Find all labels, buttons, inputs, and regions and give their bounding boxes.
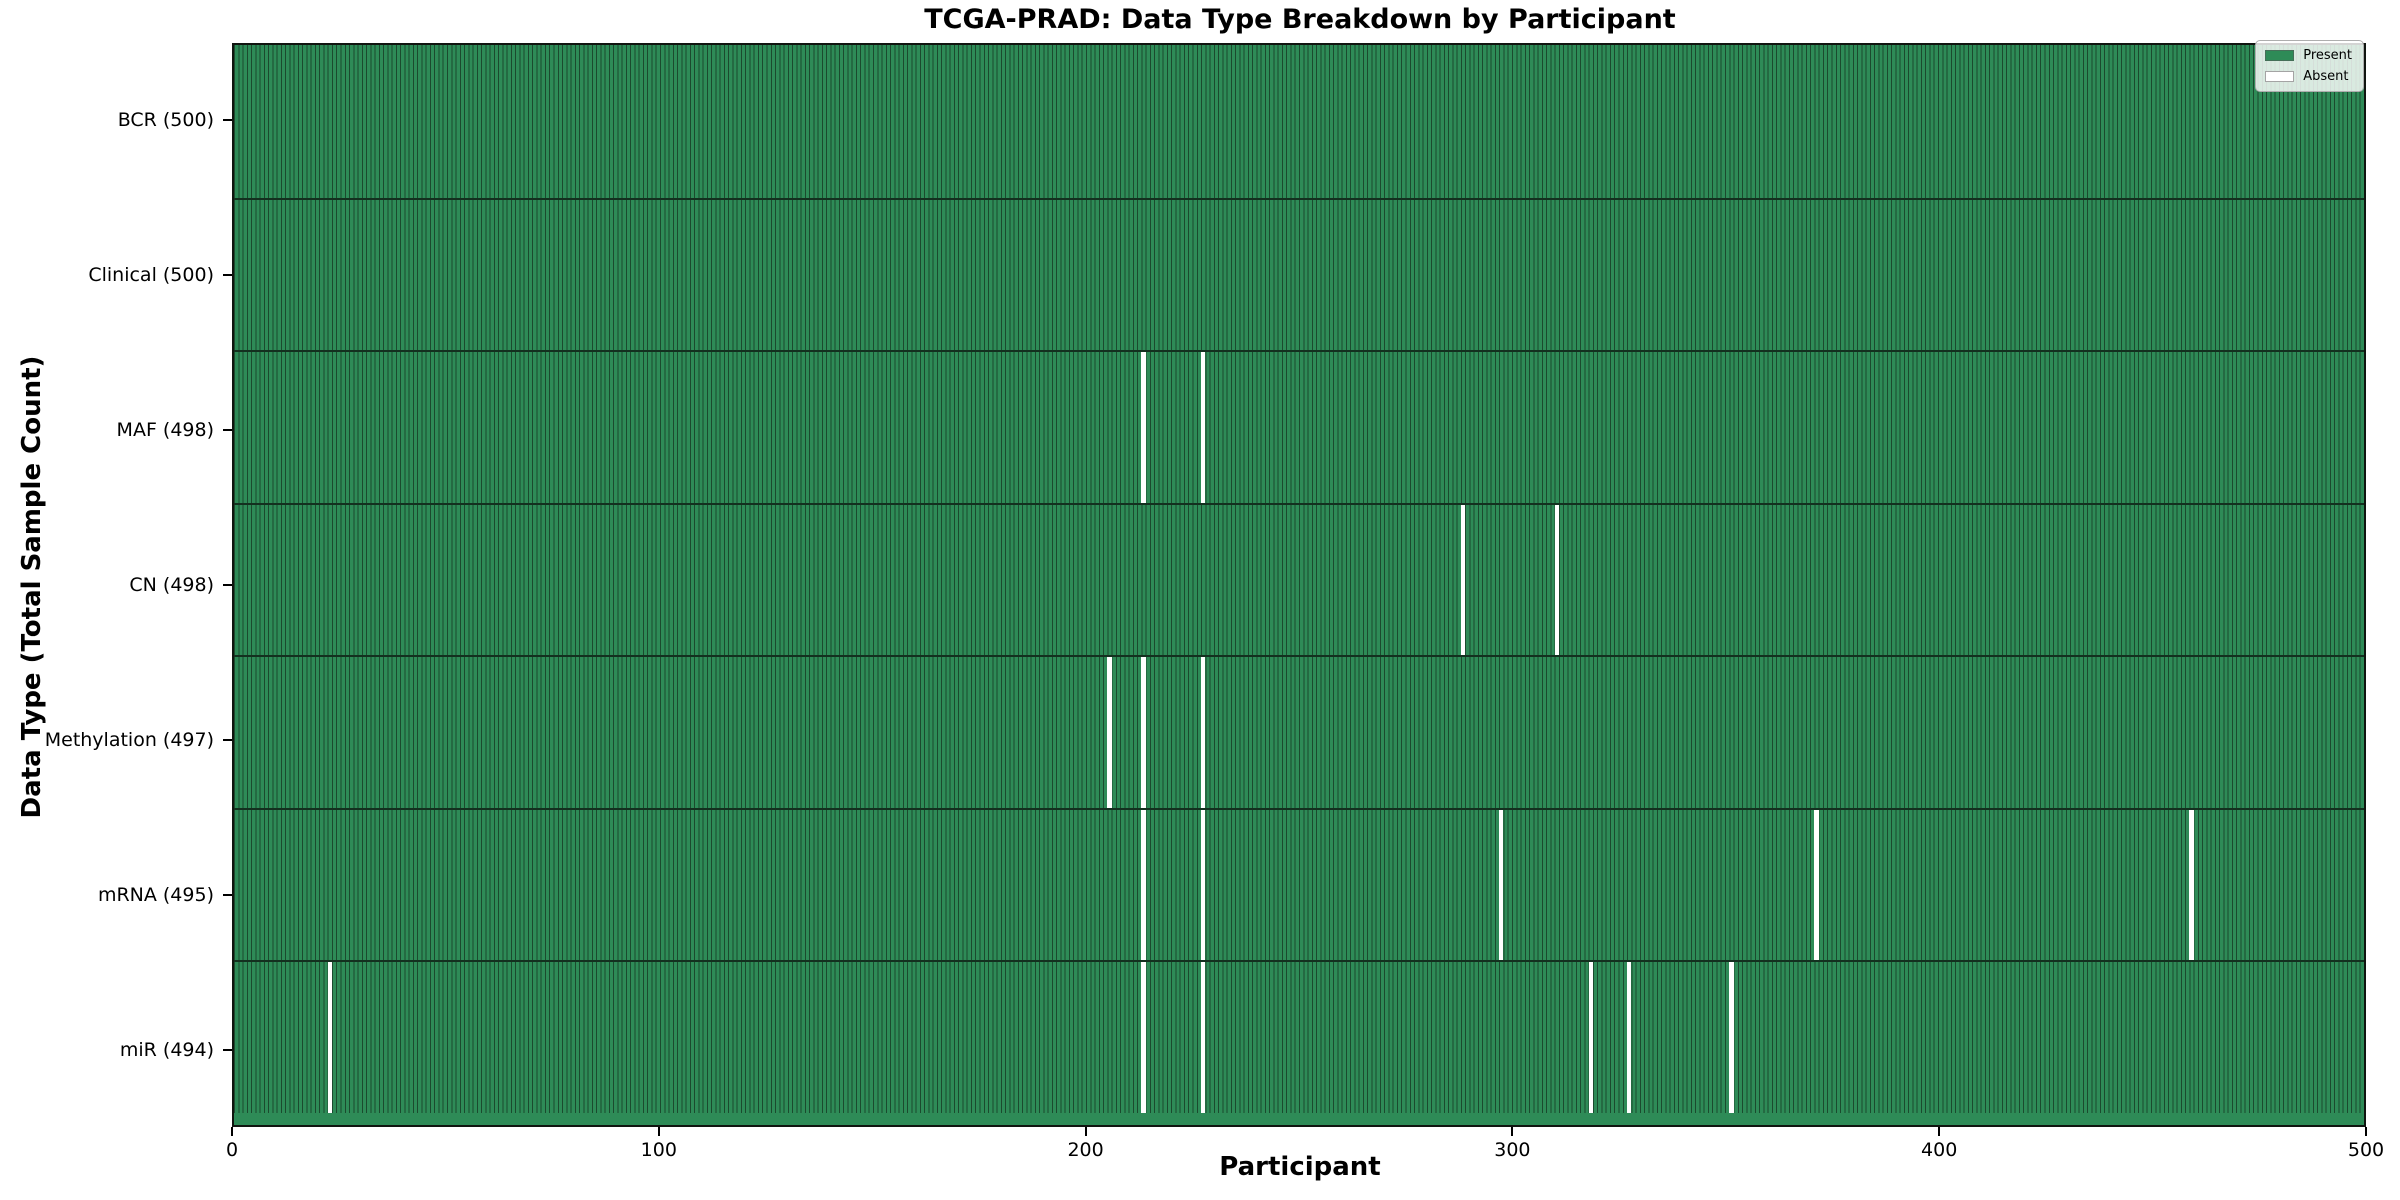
row-Methylation (234, 655, 2364, 808)
x-tick-mark-100 (657, 1127, 660, 1136)
y-tick-label-BCR: BCR (500) (117, 109, 214, 132)
legend-swatch-present (2265, 50, 2295, 61)
x-tick-label-100: 100 (640, 1139, 677, 1161)
x-tick-label-300: 300 (1494, 1139, 1531, 1161)
x-tick-mark-400 (1938, 1127, 1941, 1136)
y-tick-mark-CN (223, 584, 232, 586)
absent-mark-miR-22 (327, 962, 332, 1113)
x-tick-label-200: 200 (1067, 1139, 1104, 1161)
absent-mark-MAF-213 (1141, 352, 1146, 503)
y-axis-ticks: BCR (500) Clinical (500) MAF (498) CN (498)… (0, 43, 232, 1127)
absent-mark-CN-310 (1554, 504, 1559, 656)
absent-mark-mRNA-459 (2189, 809, 2194, 961)
row-mRNA (234, 807, 2364, 961)
absent-mark-MAF-227 (1201, 352, 1206, 503)
x-axis-label: Participant (1219, 1152, 1381, 1182)
absent-mark-miR-327 (1627, 962, 1632, 1113)
absent-mark-CN-288 (1460, 504, 1466, 656)
y-tick-label-Methylation: Methylation (497) (44, 728, 214, 751)
absent-mark-mRNA-297 (1499, 809, 1504, 961)
legend-label-absent: Absent (2303, 69, 2349, 84)
absent-mark-Methylation-205 (1107, 657, 1112, 808)
absent-mark-miR-227 (1201, 962, 1206, 1113)
absent-mark-mRNA-227 (1201, 809, 1206, 961)
legend-entry-present: Present (2265, 48, 2352, 63)
y-tick-label-MAF: MAF (498) (116, 419, 214, 442)
legend-swatch-absent (2265, 71, 2295, 82)
y-tick-label-Clinical: Clinical (500) (88, 264, 214, 287)
absent-mark-mRNA-371 (1814, 809, 1819, 961)
x-tick-label-400: 400 (1921, 1139, 1958, 1161)
absent-mark-miR-351 (1729, 962, 1734, 1113)
x-tick-label-0: 0 (225, 1139, 239, 1161)
y-tick-mark-Clinical (223, 274, 232, 277)
plot-area (232, 43, 2366, 1127)
row-BCR (234, 45, 2364, 198)
legend: Present Absent (2255, 40, 2364, 92)
x-tick-label-500: 500 (2347, 1139, 2385, 1161)
x-axis-ticks: 0 100 200 300 400 500 (226, 1127, 2384, 1171)
legend-entry-absent: Absent (2265, 69, 2352, 84)
x-tick-mark-200 (1084, 1127, 1087, 1136)
row-Clinical (234, 197, 2364, 351)
x-tick-mark-500 (2365, 1127, 2367, 1136)
y-tick-mark-mRNA (223, 893, 232, 896)
absent-mark-Methylation-227 (1201, 657, 1206, 808)
row-MAF (234, 350, 2364, 503)
y-tick-mark-Methylation (223, 738, 232, 741)
row-CN (234, 502, 2364, 656)
x-tick-mark-300 (1511, 1127, 1514, 1136)
x-tick-mark-0 (231, 1127, 233, 1136)
y-tick-label-CN: CN (498) (129, 574, 214, 596)
legend-label-present: Present (2303, 48, 2352, 63)
y-tick-mark-MAF (223, 429, 232, 432)
y-tick-mark-BCR (223, 119, 232, 122)
y-tick-label-miR: miR (494) (119, 1038, 214, 1061)
absent-mark-Methylation-213 (1141, 657, 1146, 808)
y-tick-label-mRNA: mRNA (495) (97, 883, 214, 906)
y-tick-mark-miR (223, 1048, 232, 1051)
absent-mark-miR-318 (1588, 962, 1593, 1113)
chart-title: TCGA-PRAD: Data Type Breakdown by Partic… (924, 4, 1676, 35)
row-miR (234, 960, 2364, 1113)
absent-mark-miR-213 (1141, 962, 1146, 1113)
absent-mark-mRNA-213 (1141, 809, 1146, 961)
